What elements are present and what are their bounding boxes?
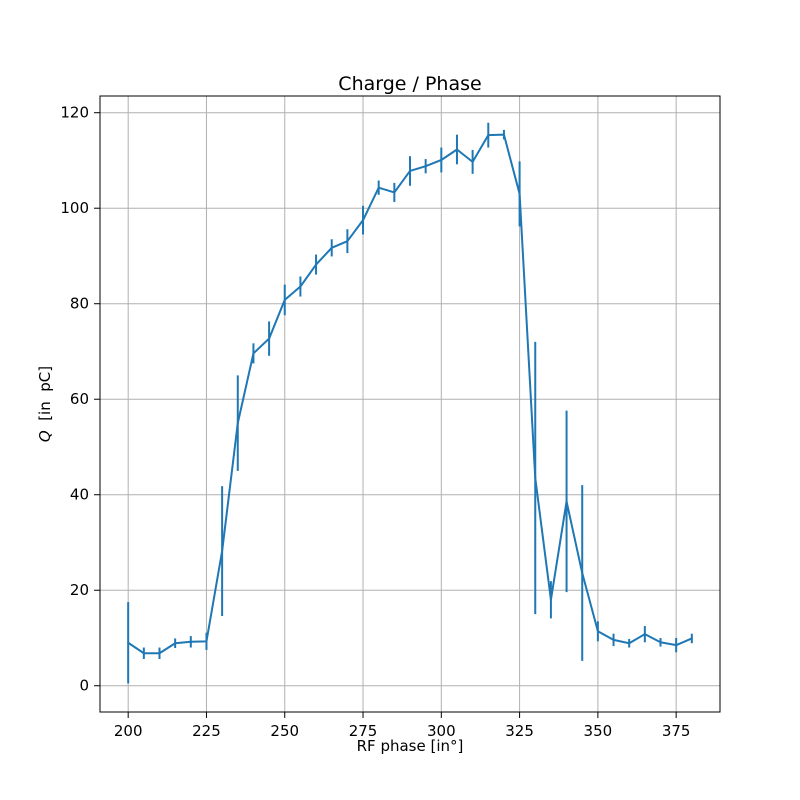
- data-line: [127, 133, 693, 655]
- y-tick-label: 40: [70, 486, 89, 504]
- chart-title: Charge / Phase: [338, 73, 481, 95]
- x-tick-label: 325: [505, 722, 534, 740]
- plot-border: [99, 95, 721, 713]
- y-tick-label: 120: [60, 104, 89, 122]
- y-axis-label: Q [in pC]: [36, 366, 54, 442]
- grid-layer: [100, 96, 720, 712]
- x-tick-label: 225: [192, 722, 221, 740]
- x-tick-label: 350: [584, 722, 613, 740]
- y-tick-label: 80: [70, 295, 89, 313]
- y-tick-label: 0: [79, 677, 89, 695]
- x-tick-label: 300: [427, 722, 456, 740]
- y-tick-label: 60: [70, 390, 89, 408]
- y-tick-label: 20: [70, 581, 89, 599]
- x-tick-label: 375: [662, 722, 691, 740]
- x-axis-label: RF phase [in°]: [357, 737, 464, 755]
- axes-layer: 200 225 250 275 300 325 350 375 0 20 40 60 80 100 120: [60, 95, 721, 740]
- y-axis-label-unit: [in pC]: [36, 366, 54, 430]
- y-axis-label-symbol: Q: [36, 430, 54, 442]
- x-tick-label: 200: [114, 722, 143, 740]
- x-tick-label: 250: [270, 722, 299, 740]
- x-tick-label: 275: [349, 722, 378, 740]
- y-tick-label: 100: [60, 199, 89, 217]
- series-layer: [127, 122, 693, 684]
